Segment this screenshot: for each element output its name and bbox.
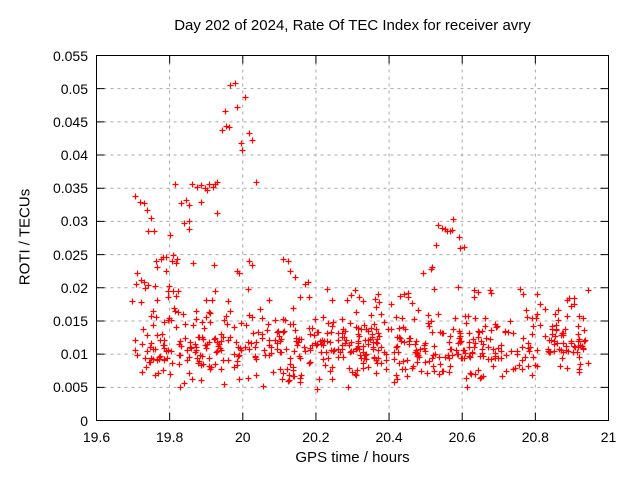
y-tick-label: 0.05 bbox=[60, 80, 88, 97]
y-tick-label: 0.045 bbox=[52, 113, 88, 130]
y-tick-label: 0.015 bbox=[52, 312, 88, 329]
y-tick-label: 0.025 bbox=[52, 246, 88, 263]
x-tick-label: 20 bbox=[234, 429, 251, 445]
x-tick-label: 21 bbox=[600, 429, 617, 445]
y-tick-label: 0.03 bbox=[60, 213, 88, 230]
y-tick-label: 0.005 bbox=[52, 379, 88, 396]
y-tick-label: 0.055 bbox=[52, 47, 88, 64]
x-tick-label: 20.2 bbox=[302, 429, 330, 445]
y-tick-label: 0.02 bbox=[60, 279, 88, 296]
y-tick-label: 0.01 bbox=[60, 346, 88, 363]
x-tick-label: 19.6 bbox=[82, 429, 111, 445]
x-tick-label: 20.6 bbox=[448, 429, 476, 445]
x-axis-label: GPS time / hours bbox=[295, 449, 410, 466]
y-tick-label: 0.04 bbox=[60, 147, 88, 164]
y-tick-label: 0.035 bbox=[52, 180, 88, 197]
y-tick-label: 0 bbox=[80, 412, 88, 429]
chart-title: Day 202 of 2024, Rate Of TEC Index for r… bbox=[174, 17, 531, 34]
x-tick-label: 20.4 bbox=[375, 429, 403, 445]
x-tick-label: 20.8 bbox=[521, 429, 549, 445]
x-tick-label: 19.8 bbox=[156, 429, 184, 445]
data-points bbox=[129, 80, 592, 393]
